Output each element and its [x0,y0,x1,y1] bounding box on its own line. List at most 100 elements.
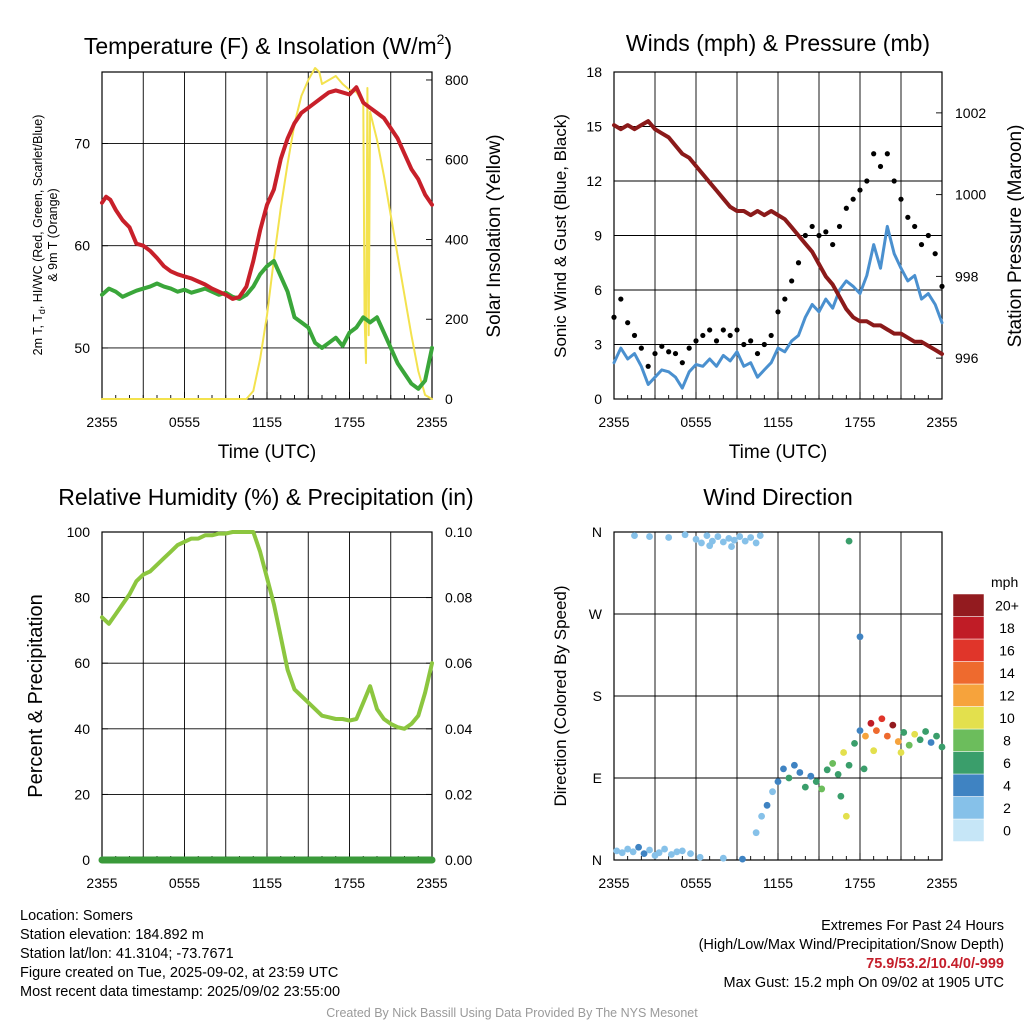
winds-x-tick-label: 2355 [926,414,957,430]
gust-point [795,260,802,266]
humidity-y2-tick-label: 0.10 [445,524,472,540]
direction-point [719,854,727,862]
direction-point [791,761,798,769]
winds-x-tick-label: 1155 [763,414,793,430]
winds-y-tick-label: 15 [586,119,602,135]
direction-point [927,739,935,746]
gust-point [686,345,692,351]
colorbar-label: 10 [999,710,1015,726]
winds-y-tick-label: 3 [594,337,602,353]
insolation-line [101,67,433,400]
direction-point [758,812,765,820]
direction-point [933,732,940,740]
direction-point [845,537,853,545]
colorbar-swatch [952,616,985,640]
temperature-line [100,85,434,301]
direction-point [774,778,782,786]
direction-point [706,542,714,550]
humidity-title: Relative Humidity (%) & Precipitation (i… [58,484,473,510]
gust-point [761,341,767,348]
colorbar-swatch [952,818,985,842]
gust-point [754,350,761,357]
direction-point [665,534,673,541]
direction-point [739,855,746,863]
colorbar-label: 12 [999,687,1015,703]
colorbar-label: 14 [999,665,1015,681]
direction-point [878,715,886,723]
direction-point [714,533,722,540]
temperature-plot-area: 2355 0555 1155 1755 2355 50 60 70 0 200 400 600 800 [74,67,469,430]
direction-point [842,812,850,820]
temperature-y2-tick-label: 600 [445,152,469,168]
direction-ylabel-left: Direction (Colored By Speed) [551,585,570,806]
station-elevation: Station elevation: 184.892 m [20,927,204,943]
temperature-y-tick-label: 50 [74,340,90,356]
humidity-y2-tick-label: 0.04 [445,721,472,737]
direction-point [728,543,735,550]
pressure-line [612,119,944,356]
direction-point [870,747,878,755]
temperature-y-tick-label: 70 [74,136,90,152]
temperature-y2-tick-label: 200 [445,311,469,327]
winds-y-tick-label: 0 [594,391,602,407]
colorbar-label: 4 [1003,777,1011,793]
humidity-y-tick-label: 0 [82,852,90,868]
colorbar-title: mph [991,574,1018,590]
winds-x-tick-label: 0555 [680,414,711,430]
direction-point [725,534,733,542]
temperature-y-tick-label: 60 [74,238,90,254]
gust-point [775,309,781,315]
gust-point [877,163,884,170]
gust-point [631,332,638,339]
gust-point [891,178,897,184]
temperature-y2-tick-label: 800 [445,72,469,88]
colorbar-label: 2 [1003,800,1011,816]
gust-point [789,278,795,284]
temperature-title: Temperature (F) & Insolation (W/m2) [84,31,452,59]
colorbar-swatch [952,706,985,730]
gust-point [693,338,699,344]
gust-point [666,349,672,355]
colorbar-label: 6 [1003,755,1011,771]
gust-point [720,327,726,333]
gust-point [618,296,624,302]
humidity-y2-tick-label: 0.08 [445,590,472,606]
direction-point [883,732,891,740]
winds-y2-tick-label: 996 [955,350,979,366]
max-gust: Max Gust: 15.2 mph On 09/02 at 1905 UTC [723,975,1004,991]
gust-point [918,241,925,248]
temperature-ylabel-line2: & 9m T (Orange) [46,188,60,281]
gust-point [638,345,644,351]
temperature-xlabel: Time (UTC) [218,442,317,463]
humidity-y2-tick-label: 0.02 [445,786,472,802]
gust-point [871,151,877,157]
direction-y-tick-label: N [592,852,602,868]
panel-temperature: Temperature (F) & Insolation (W/m2) 2355… [31,31,505,463]
colorbar-swatch [952,773,985,797]
gust-point [816,232,822,239]
gust-point [707,327,713,333]
extremes-values: 75.9/53.2/10.4/0/-999 [866,956,1004,972]
gust-point [850,196,856,202]
temperature-x-tick-label: 2355 [86,414,117,430]
winds-ylabel-right: Station Pressure (Maroon) [1005,125,1024,348]
temperature-ylabel-line1: 2m T, Td, HI/WC (Red, Green, Scarlet/Blu… [31,115,47,356]
direction-point [860,765,868,773]
station-latlon: Station lat/lon: 41.3104; -73.7671 [20,946,234,962]
humidity-x-tick-label: 2355 [416,875,447,891]
gust-point [864,178,870,184]
direction-point [736,533,744,540]
direction-point [856,727,864,735]
direction-point [655,849,663,857]
direction-point [640,850,648,858]
direction-point [796,769,804,776]
direction-point [618,849,626,857]
direction-point [631,532,638,540]
gust-point [912,223,918,230]
gust-point [741,341,747,348]
humidity-y-tick-label: 20 [74,786,90,802]
extremes-legend: (High/Low/Max Wind/Precipitation/Snow De… [698,937,1004,953]
direction-x-tick-label: 2355 [926,875,957,891]
gust-point [932,251,938,257]
winds-plot-area: 2355 0555 1155 1755 2355 0 3 6 9 12 15 18 996 998 1000… [586,64,986,430]
